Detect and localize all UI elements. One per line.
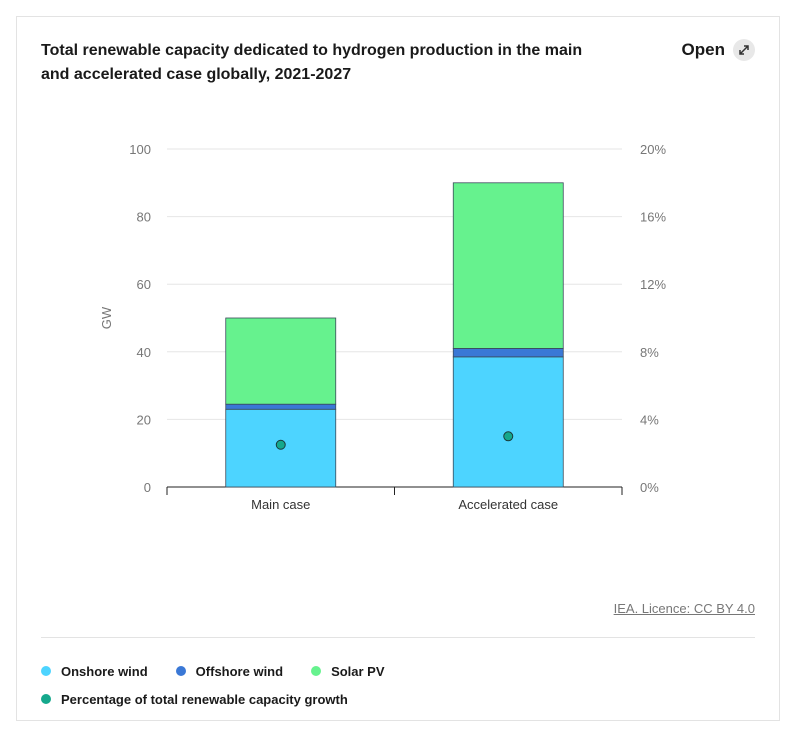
y2-tick-label: 20% — [640, 142, 666, 157]
expand-icon — [733, 39, 755, 61]
y2-tick-label: 8% — [640, 345, 659, 360]
chart-title: Total renewable capacity dedicated to hy… — [41, 42, 583, 83]
y-tick-label: 0 — [144, 480, 151, 495]
bar-segment — [452, 348, 564, 358]
divider — [41, 637, 755, 638]
legend-item-percentage-growth[interactable]: Percentage of total renewable capacity g… — [41, 692, 348, 707]
y-tick-label: 100 — [129, 142, 151, 157]
chart-card: Total renewable capacity dedicated to hy… — [16, 16, 780, 721]
legend-label: Solar PV — [331, 663, 385, 679]
y2-tick-label: 4% — [640, 412, 659, 427]
legend-swatch — [311, 666, 322, 676]
x-tick-label: Accelerated case — [458, 497, 558, 512]
legend-item-onshore-wind[interactable]: Onshore wind — [41, 664, 148, 679]
y2-tick-label: 0% — [640, 480, 659, 495]
percentage-point — [503, 431, 514, 442]
bar-segment — [452, 356, 564, 488]
legend: Onshore wind Offshore wind Solar PV Perc… — [41, 657, 741, 713]
y-tick-label: 60 — [137, 277, 151, 292]
y2-tick-label: 16% — [640, 210, 666, 225]
y-tick-label: 80 — [137, 210, 151, 225]
legend-swatch — [41, 694, 51, 704]
legend-swatch — [175, 666, 186, 676]
y2-tick-label: 12% — [640, 277, 666, 292]
y-axis-label: GW — [99, 306, 114, 329]
legend-label: Onshore wind — [61, 663, 148, 679]
legend-item-solar-pv[interactable]: Solar PV — [311, 663, 385, 679]
legend-label: Offshore wind — [195, 663, 284, 679]
open-label: Open — [681, 40, 725, 59]
licence-link[interactable]: IEA. Licence: CC BY 4.0 — [613, 601, 755, 616]
x-tick-label: Main case — [251, 497, 310, 512]
legend-label: Percentage of total renewable capacity g… — [61, 691, 348, 707]
bar-chart: 0 20 40 60 80 100 0% 4% 8% 12% 16% 20% GW Main case Ac… — [99, 142, 666, 512]
bar-segment — [225, 403, 337, 410]
legend-swatch — [41, 666, 51, 676]
bar-segment — [452, 182, 564, 349]
bar-segment — [225, 317, 337, 405]
percentage-point — [275, 439, 286, 450]
legend-item-offshore-wind[interactable]: Offshore wind — [175, 663, 284, 679]
y-tick-label: 20 — [137, 412, 151, 427]
open-button[interactable]: Open — [682, 39, 755, 61]
y-tick-label: 40 — [137, 345, 151, 360]
